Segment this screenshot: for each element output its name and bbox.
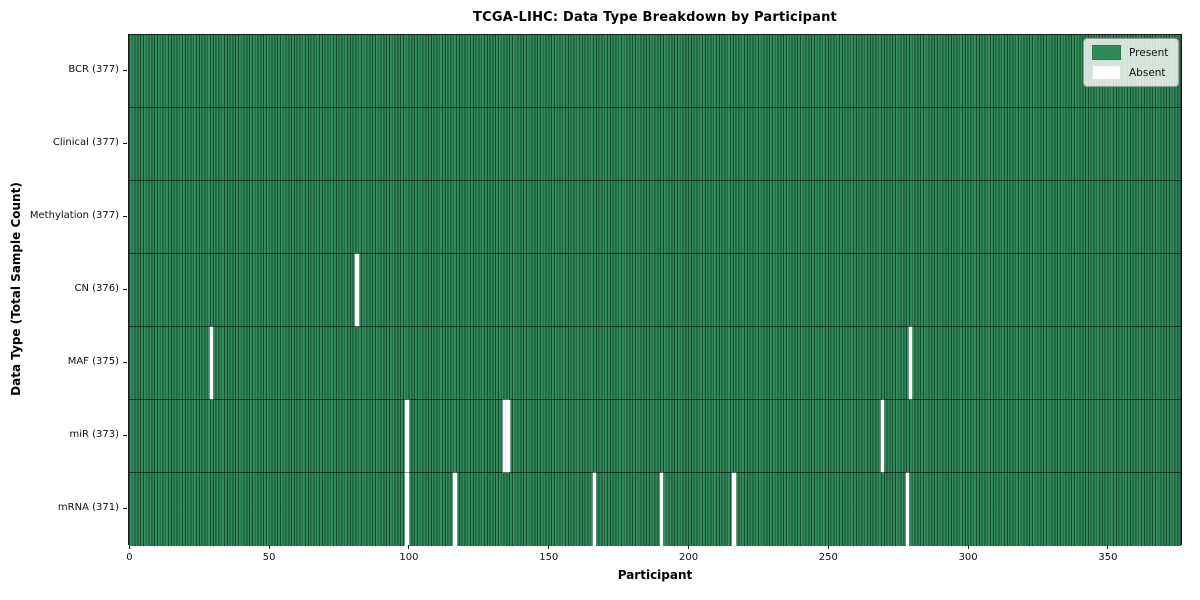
y-tick-CN	[123, 289, 127, 290]
y-tick-label-miR: miR (373)	[69, 429, 119, 440]
x-tick-300	[967, 545, 969, 549]
x-tick-label-300: 300	[958, 552, 978, 563]
chart-title: TCGA-LIHC: Data Type Breakdown by Partic…	[473, 10, 837, 25]
x-tick-label-250: 250	[818, 552, 838, 563]
x-tick-350	[1107, 545, 1109, 549]
absent-cell-mRNA-166	[592, 473, 597, 546]
absent-cell-MAF-279	[908, 327, 913, 399]
y-tick-BCR	[123, 70, 127, 71]
absent-cell-miR-269	[880, 400, 885, 472]
y-tick-label-Clinical: Clinical (377)	[52, 137, 119, 148]
heatmap-row-Clinical	[129, 108, 1181, 181]
legend-label-present: Present	[1129, 46, 1169, 59]
absent-cell-mRNA-190	[659, 473, 664, 546]
absent-cell-MAF-29	[209, 327, 214, 399]
x-tick-250	[827, 545, 829, 549]
x-axis-title: Participant	[617, 568, 693, 582]
y-tick-Methylation	[123, 216, 127, 217]
absent-cell-miR-135	[506, 400, 510, 472]
heatmap-row-mRNA	[129, 473, 1181, 546]
x-tick-label-50: 50	[262, 552, 276, 563]
heatmap-row-miR	[129, 400, 1181, 473]
x-tick-label-100: 100	[399, 552, 419, 563]
x-tick-50	[268, 545, 270, 549]
legend-item-present: Present	[1092, 45, 1168, 60]
absent-swatch-icon	[1092, 65, 1121, 80]
x-tick-0	[128, 545, 130, 549]
y-tick-MAF	[123, 362, 127, 363]
heatmap-row-CN	[129, 254, 1181, 327]
y-tick-label-MAF: MAF (375)	[67, 356, 119, 367]
legend-item-absent: Absent	[1092, 65, 1168, 80]
absent-cell-mRNA-99	[405, 473, 409, 546]
y-tick-label-mRNA: mRNA (371)	[57, 502, 119, 513]
absent-cell-miR-134	[503, 400, 507, 472]
y-tick-Clinical	[123, 143, 127, 144]
x-tick-150	[548, 545, 550, 549]
heatmap-plot-area	[128, 34, 1182, 546]
x-tick-label-0: 0	[126, 552, 133, 563]
x-tick-200	[688, 545, 690, 549]
absent-cell-mRNA-278	[905, 473, 910, 546]
absent-cell-miR-99	[405, 400, 409, 472]
absent-cell-mRNA-216	[732, 473, 737, 546]
x-tick-100	[408, 545, 410, 549]
y-tick-label-Methylation: Methylation (377)	[29, 210, 119, 221]
x-tick-label-150: 150	[539, 552, 559, 563]
heatmap-row-BCR	[129, 35, 1181, 108]
x-tick-label-350: 350	[1098, 552, 1118, 563]
y-tick-label-CN: CN (376)	[74, 283, 119, 294]
heatmap-row-MAF	[129, 327, 1181, 400]
y-tick-label-BCR: BCR (377)	[68, 64, 119, 75]
y-tick-mRNA	[123, 508, 127, 509]
absent-cell-CN-81	[355, 254, 359, 326]
legend-label-absent: Absent	[1129, 66, 1166, 79]
y-tick-miR	[123, 435, 127, 436]
x-tick-label-200: 200	[679, 552, 699, 563]
heatmap-row-Methylation	[129, 181, 1181, 254]
present-swatch-icon	[1092, 45, 1121, 60]
y-axis-title: Data Type (Total Sample Count)	[9, 182, 23, 396]
absent-cell-mRNA-116	[452, 473, 457, 546]
legend: Present Absent	[1083, 38, 1180, 87]
